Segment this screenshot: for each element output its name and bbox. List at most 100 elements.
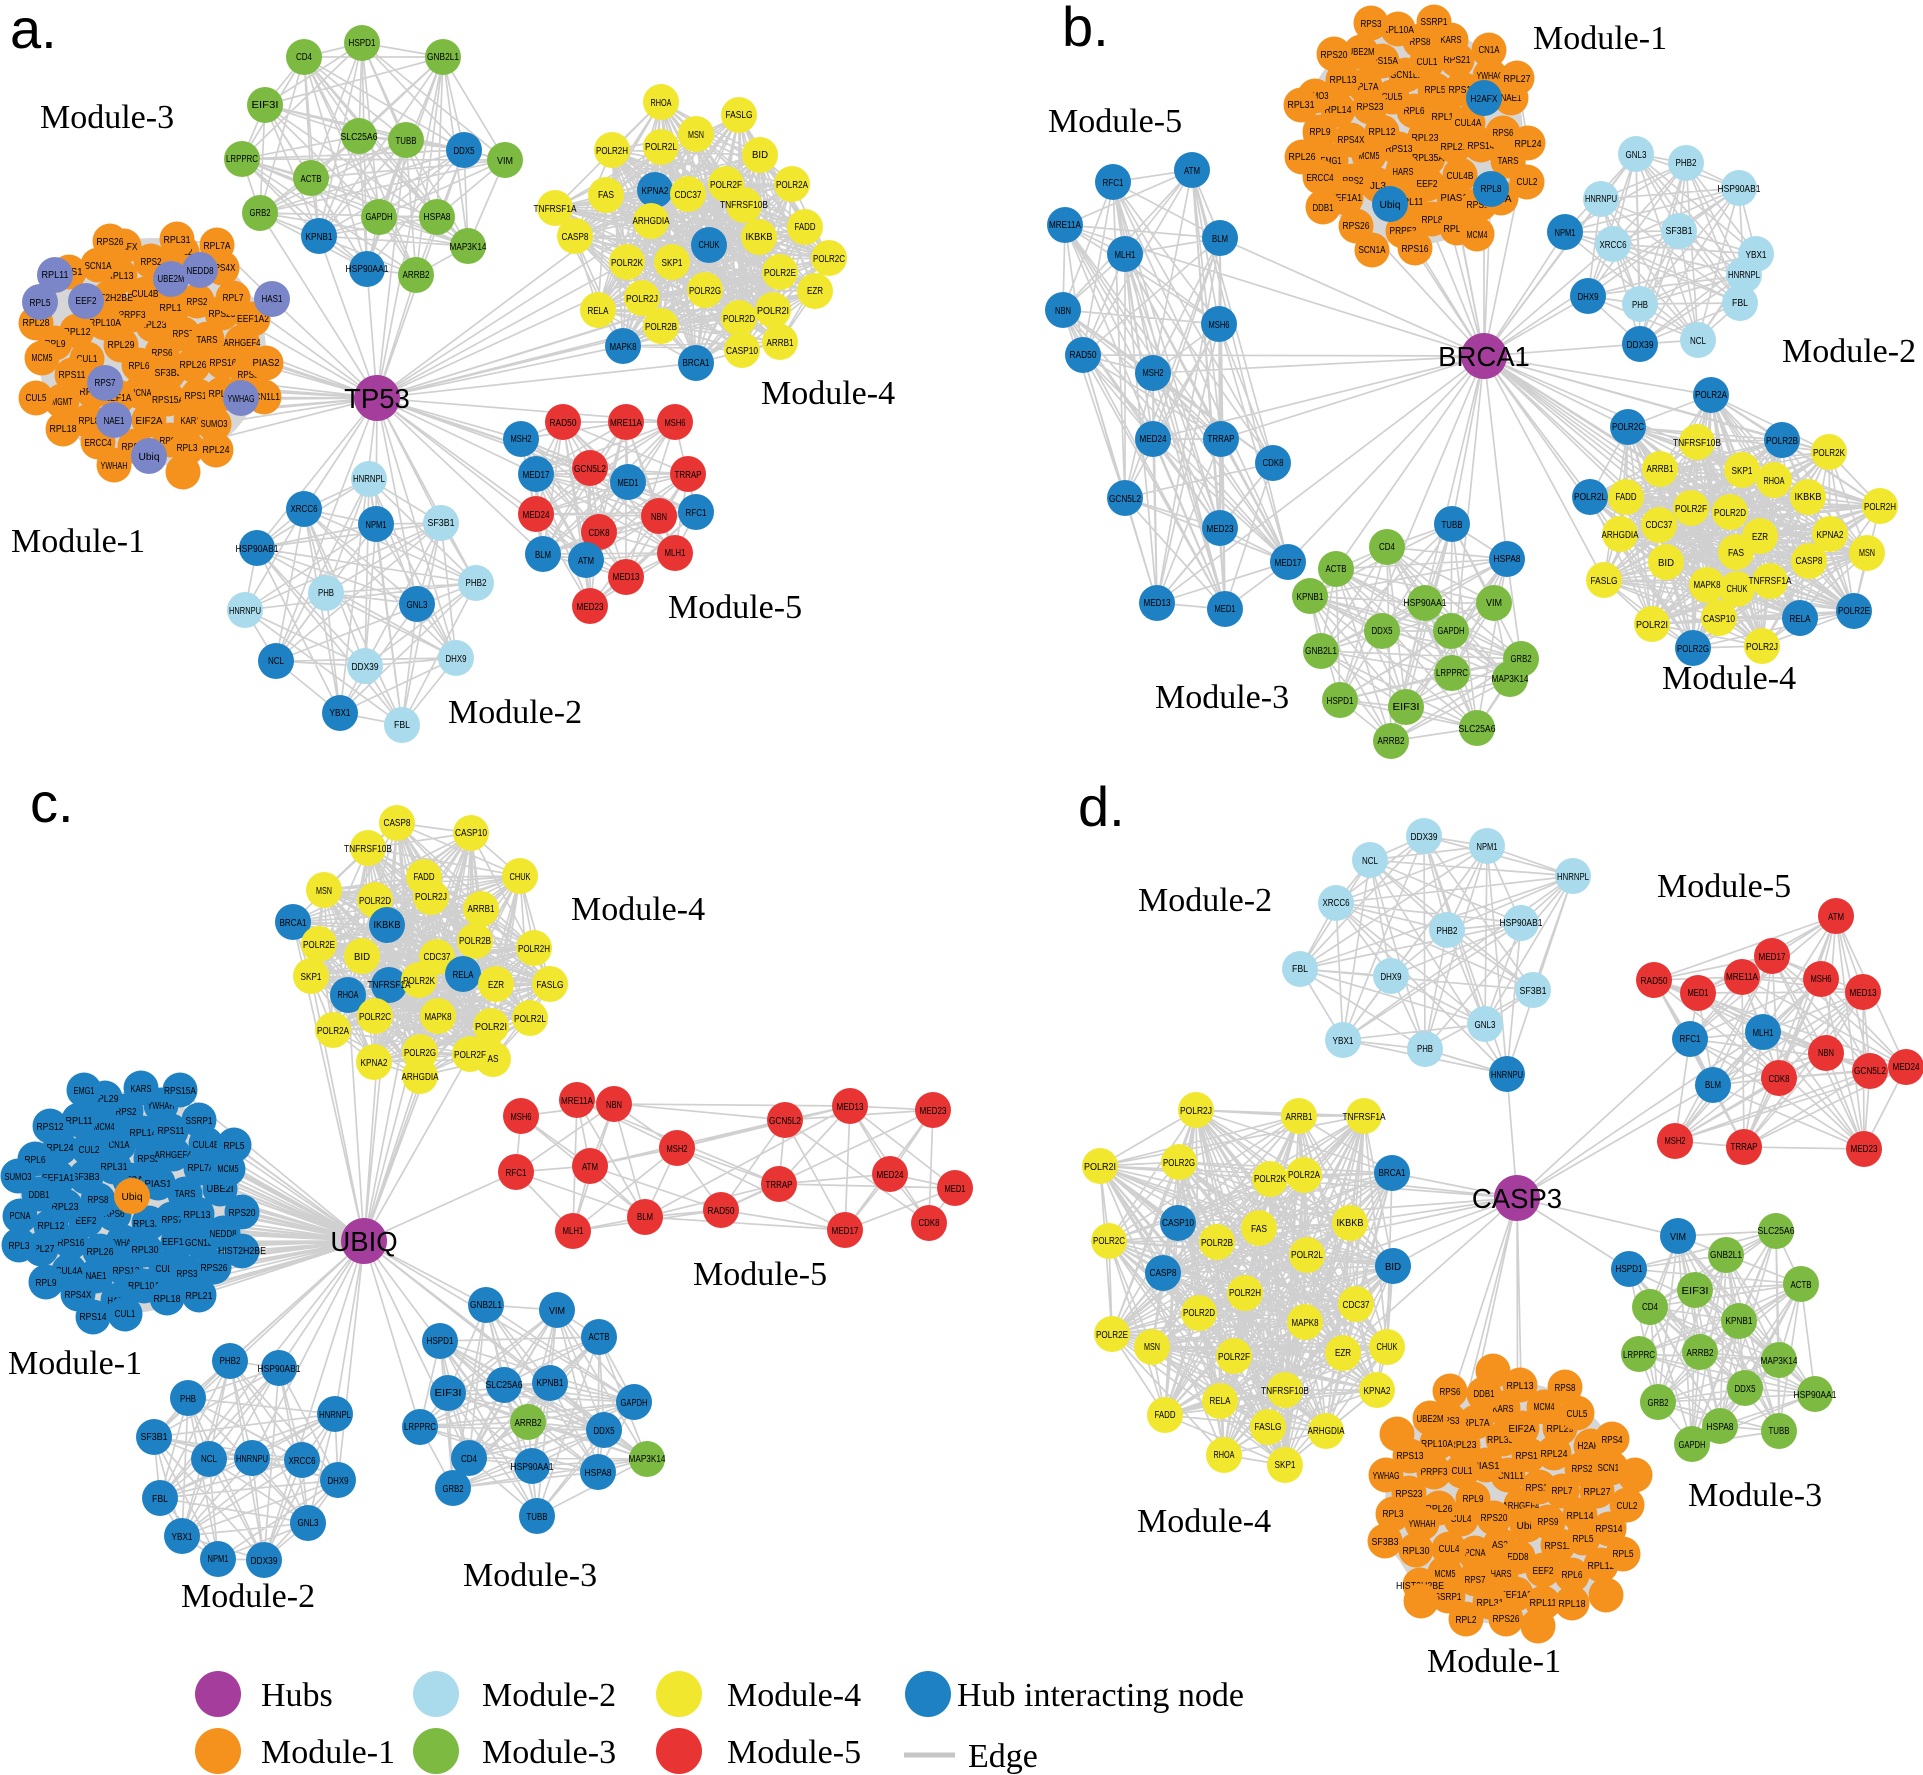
svg-text:RPS16: RPS16 — [1402, 244, 1429, 255]
svg-text:EIF3I: EIF3I — [1682, 1286, 1709, 1297]
svg-text:GCN5L2: GCN5L2 — [1854, 1066, 1886, 1077]
svg-text:UBE2M: UBE2M — [1417, 1414, 1444, 1425]
svg-text:GNB2L1: GNB2L1 — [1710, 1250, 1742, 1261]
svg-text:RPS7: RPS7 — [162, 1215, 183, 1226]
svg-text:RPL28: RPL28 — [23, 318, 50, 329]
svg-text:MGMT: MGMT — [52, 397, 73, 408]
svg-text:HIST2H2BE: HIST2H2BE — [218, 1246, 266, 1257]
svg-text:BID: BID — [1385, 1262, 1401, 1273]
svg-text:RPS4X: RPS4X — [65, 1290, 92, 1301]
svg-text:RPS6: RPS6 — [1440, 1387, 1461, 1398]
svg-text:RPS21: RPS21 — [1444, 55, 1471, 66]
svg-text:POLR2C: POLR2C — [359, 1012, 391, 1023]
svg-text:RPL18: RPL18 — [1559, 1599, 1586, 1610]
svg-text:CHUK: CHUK — [699, 240, 720, 251]
svg-text:POLR2L: POLR2L — [645, 142, 677, 153]
svg-text:POLR2B: POLR2B — [459, 936, 491, 947]
svg-text:XRCC6: XRCC6 — [289, 1456, 316, 1467]
svg-text:c.: c. — [30, 771, 74, 834]
svg-text:RPL7A: RPL7A — [204, 241, 231, 252]
svg-text:EZR: EZR — [807, 286, 823, 297]
svg-text:MCM4: MCM4 — [1534, 1402, 1555, 1413]
svg-text:HNRNPL: HNRNPL — [1728, 270, 1760, 281]
svg-text:RPS12: RPS12 — [1526, 1483, 1553, 1494]
svg-text:MRE11A: MRE11A — [1049, 220, 1081, 231]
svg-text:VIM: VIM — [1670, 1232, 1686, 1243]
svg-text:RPS11: RPS11 — [1449, 85, 1476, 96]
svg-text:ATM: ATM — [1828, 912, 1844, 923]
svg-text:RPL13: RPL13 — [1330, 75, 1357, 86]
svg-text:TUBB: TUBB — [396, 136, 417, 147]
svg-text:RPL10A: RPL10A — [1382, 25, 1414, 36]
svg-text:SF3B3: SF3B3 — [155, 368, 182, 379]
svg-text:RPS26: RPS26 — [1493, 1614, 1520, 1625]
svg-text:XRCC6: XRCC6 — [1323, 898, 1350, 909]
svg-text:POLR2I: POLR2I — [475, 1022, 507, 1033]
svg-text:RPL7A: RPL7A — [1352, 82, 1379, 93]
svg-text:EEF2: EEF2 — [76, 296, 97, 307]
svg-text:MED17: MED17 — [523, 470, 550, 481]
svg-text:FADD: FADD — [414, 872, 435, 883]
svg-text:GAPDH: GAPDH — [1679, 1440, 1706, 1451]
svg-text:RPL6: RPL6 — [1562, 1570, 1583, 1581]
svg-text:KPNB1: KPNB1 — [1297, 592, 1324, 603]
svg-text:RPL12: RPL12 — [38, 1221, 65, 1232]
svg-text:BRCA1: BRCA1 — [1379, 1168, 1406, 1179]
svg-text:POLR2G: POLR2G — [1677, 644, 1709, 655]
svg-text:MCM5: MCM5 — [1435, 1569, 1456, 1580]
svg-text:TNFRSF10B: TNFRSF10B — [720, 200, 768, 211]
svg-text:XRCC6: XRCC6 — [291, 504, 318, 515]
svg-text:DDX5: DDX5 — [1372, 626, 1393, 637]
svg-text:RPS13: RPS13 — [113, 1266, 140, 1277]
svg-text:POLR2L: POLR2L — [1574, 492, 1606, 503]
svg-text:RPL31: RPL31 — [164, 235, 191, 246]
svg-text:RPS4X: RPS4X — [1338, 135, 1365, 146]
svg-text:MED1: MED1 — [618, 478, 639, 489]
svg-text:PIAS1: PIAS1 — [1473, 1461, 1500, 1472]
svg-text:POLR2I: POLR2I — [757, 306, 789, 317]
svg-text:Module-5: Module-5 — [668, 589, 802, 626]
svg-text:RPS10: RPS10 — [1467, 200, 1494, 211]
svg-text:Ubiq: Ubiq — [1517, 1521, 1538, 1532]
svg-text:RPL9: RPL9 — [45, 339, 66, 350]
svg-text:EEF1A2: EEF1A2 — [237, 314, 269, 325]
svg-text:RPS13: RPS13 — [1397, 1451, 1424, 1462]
svg-text:RPL24: RPL24 — [47, 1143, 74, 1154]
svg-text:GCN1L1: GCN1L1 — [248, 392, 280, 403]
svg-text:MAPK8: MAPK8 — [425, 1012, 452, 1023]
svg-text:YWHAG: YWHAG — [228, 394, 255, 405]
svg-text:MLH1: MLH1 — [665, 548, 686, 559]
svg-text:RPS14: RPS14 — [80, 1312, 107, 1323]
svg-text:POLR2E: POLR2E — [303, 940, 335, 951]
svg-text:RPL14: RPL14 — [160, 303, 187, 314]
svg-text:RPL12: RPL12 — [64, 327, 91, 338]
svg-text:Module-2: Module-2 — [1782, 333, 1916, 370]
svg-text:RPL3: RPL3 — [9, 1241, 30, 1252]
svg-text:GCN5L2: GCN5L2 — [769, 1116, 801, 1127]
svg-text:DHX9: DHX9 — [328, 1476, 349, 1487]
svg-text:SSRP1: SSRP1 — [1421, 17, 1448, 28]
svg-text:CUL1: CUL1 — [1452, 1466, 1473, 1477]
svg-text:NPM1: NPM1 — [366, 520, 387, 531]
svg-text:RPL10A: RPL10A — [1421, 1439, 1453, 1450]
svg-text:RELA: RELA — [453, 970, 474, 981]
svg-text:TNFRSF1A: TNFRSF1A — [534, 204, 577, 215]
svg-text:RPS8: RPS8 — [1410, 37, 1431, 48]
svg-text:RPS7: RPS7 — [1465, 1575, 1486, 1586]
svg-text:POLR2J: POLR2J — [1746, 642, 1778, 653]
svg-text:IKBKB: IKBKB — [1337, 1218, 1364, 1229]
svg-text:CDC37: CDC37 — [1646, 520, 1673, 531]
svg-text:Module-1: Module-1 — [1427, 1643, 1561, 1680]
svg-text:ARRB2: ARRB2 — [515, 1418, 542, 1429]
svg-text:PIAS2: PIAS2 — [253, 358, 280, 369]
svg-text:KARS: KARS — [181, 416, 202, 427]
svg-text:Module-1: Module-1 — [8, 1345, 142, 1382]
svg-text:RPL6: RPL6 — [129, 361, 150, 372]
svg-text:GNL3: GNL3 — [1626, 150, 1647, 161]
svg-text:FADD: FADD — [1616, 492, 1637, 503]
svg-text:POLR2J: POLR2J — [626, 294, 658, 305]
svg-text:RPL24: RPL24 — [1515, 139, 1542, 150]
svg-text:RPL10A: RPL10A — [89, 318, 121, 329]
svg-text:RHOA: RHOA — [338, 990, 359, 1001]
svg-text:RPL23: RPL23 — [1450, 1440, 1477, 1451]
